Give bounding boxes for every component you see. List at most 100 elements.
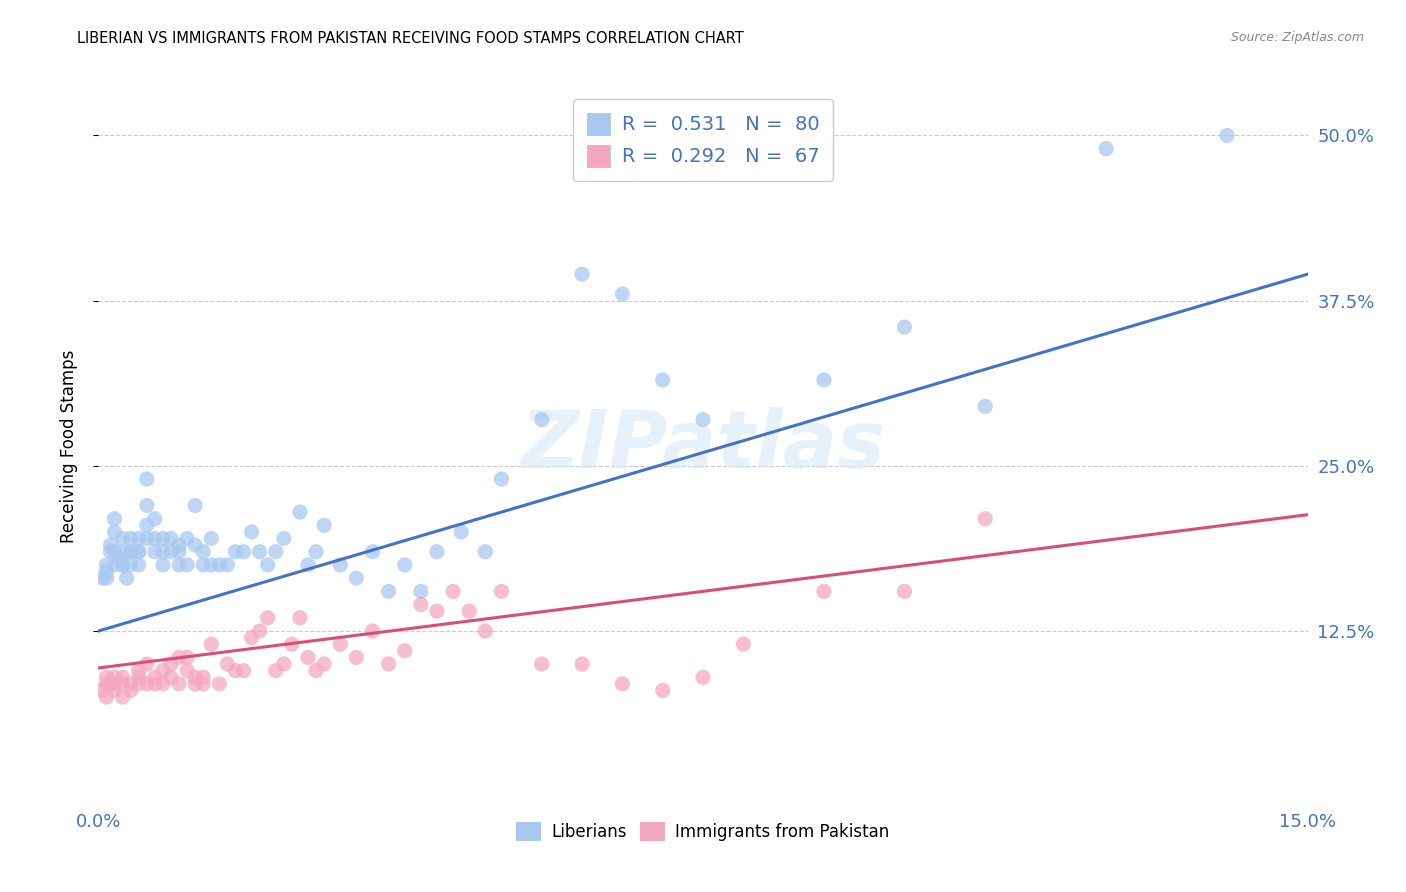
Point	[167, 650, 190, 665]
Point	[103, 677, 125, 691]
Point	[135, 472, 157, 486]
Point	[120, 683, 142, 698]
Legend: Liberians, Immigrants from Pakistan: Liberians, Immigrants from Pakistan	[510, 815, 896, 848]
Point	[305, 664, 328, 678]
Point	[96, 670, 118, 684]
Point	[107, 551, 129, 566]
Point	[217, 558, 239, 572]
Point	[377, 584, 399, 599]
Point	[103, 683, 125, 698]
Point	[224, 664, 246, 678]
Point	[100, 677, 122, 691]
Point	[103, 524, 125, 539]
Point	[281, 637, 304, 651]
Point	[249, 545, 271, 559]
Point	[91, 683, 114, 698]
Point	[273, 532, 295, 546]
Point	[184, 499, 207, 513]
Y-axis label: Receiving Food Stamps: Receiving Food Stamps	[59, 350, 77, 542]
Text: LIBERIAN VS IMMIGRANTS FROM PAKISTAN RECEIVING FOOD STAMPS CORRELATION CHART: LIBERIAN VS IMMIGRANTS FROM PAKISTAN REC…	[77, 31, 744, 46]
Point	[184, 538, 207, 552]
Point	[240, 631, 263, 645]
Point	[176, 532, 198, 546]
Point	[160, 670, 183, 684]
Point	[571, 657, 593, 671]
Point	[450, 524, 472, 539]
Point	[491, 472, 513, 486]
Point	[394, 644, 416, 658]
Point	[111, 690, 134, 704]
Point	[96, 558, 118, 572]
Point	[103, 558, 125, 572]
Point	[974, 511, 997, 525]
Point	[651, 683, 673, 698]
Point	[288, 611, 311, 625]
Point	[167, 677, 190, 691]
Point	[208, 677, 231, 691]
Point	[361, 624, 384, 638]
Point	[409, 598, 432, 612]
Point	[135, 657, 157, 671]
Point	[441, 584, 464, 599]
Point	[135, 677, 157, 691]
Point	[692, 670, 714, 684]
Point	[96, 571, 118, 585]
Point	[530, 412, 553, 426]
Point	[128, 545, 150, 559]
Point	[893, 584, 915, 599]
Point	[193, 677, 215, 691]
Point	[143, 545, 166, 559]
Point	[297, 650, 319, 665]
Text: Source: ZipAtlas.com: Source: ZipAtlas.com	[1230, 31, 1364, 45]
Point	[128, 558, 150, 572]
Point	[893, 320, 915, 334]
Point	[143, 511, 166, 525]
Point	[409, 584, 432, 599]
Point	[120, 545, 142, 559]
Point	[103, 511, 125, 525]
Point	[167, 558, 190, 572]
Point	[111, 670, 134, 684]
Point	[152, 677, 174, 691]
Point	[167, 545, 190, 559]
Point	[128, 664, 150, 678]
Point	[160, 657, 183, 671]
Point	[100, 545, 122, 559]
Point	[152, 664, 174, 678]
Point	[297, 558, 319, 572]
Point	[692, 412, 714, 426]
Point	[530, 657, 553, 671]
Point	[143, 677, 166, 691]
Point	[474, 545, 496, 559]
Point	[224, 545, 246, 559]
Point	[111, 558, 134, 572]
Point	[249, 624, 271, 638]
Point	[232, 545, 254, 559]
Point	[240, 524, 263, 539]
Point	[571, 267, 593, 281]
Point	[273, 657, 295, 671]
Point	[128, 545, 150, 559]
Point	[135, 518, 157, 533]
Point	[100, 538, 122, 552]
Point	[128, 532, 150, 546]
Text: ZIPatlas: ZIPatlas	[520, 407, 886, 485]
Point	[152, 532, 174, 546]
Point	[111, 558, 134, 572]
Point	[217, 657, 239, 671]
Point	[377, 657, 399, 671]
Point	[176, 650, 198, 665]
Point	[135, 532, 157, 546]
Point	[115, 571, 138, 585]
Point	[314, 518, 336, 533]
Point	[176, 558, 198, 572]
Point	[176, 664, 198, 678]
Point	[120, 558, 142, 572]
Point	[193, 558, 215, 572]
Point	[344, 650, 367, 665]
Point	[111, 532, 134, 546]
Point	[813, 584, 835, 599]
Point	[1216, 128, 1239, 143]
Point	[208, 558, 231, 572]
Point	[167, 538, 190, 552]
